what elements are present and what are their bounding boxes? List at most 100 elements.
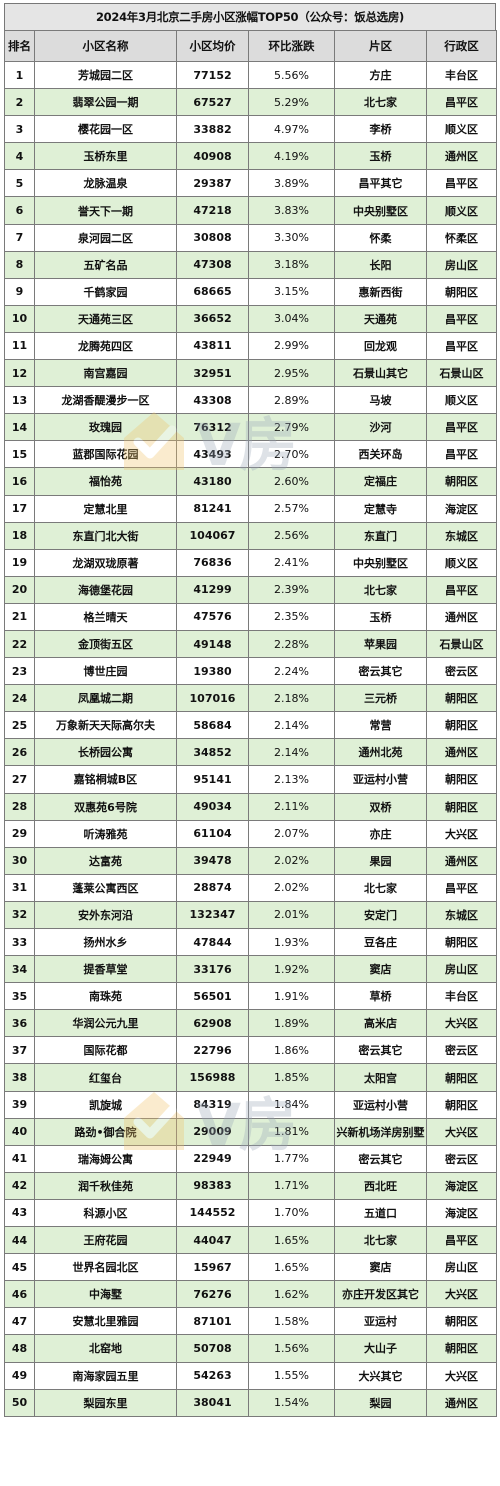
row-district: 顺义区 xyxy=(426,196,497,225)
row-district: 房山区 xyxy=(426,955,497,984)
row-name: 泉河园二区 xyxy=(34,223,177,252)
table-row: 6 誉天下一期 47218 3.83% 中央别墅区 顺义区 xyxy=(4,196,497,225)
row-area: 沙河 xyxy=(334,413,427,442)
row-change: 1.92% xyxy=(248,955,335,984)
row-name: 世界名园北区 xyxy=(34,1253,177,1282)
row-price: 61104 xyxy=(176,819,249,848)
row-area: 方庄 xyxy=(334,60,427,90)
row-rank: 46 xyxy=(4,1280,35,1309)
row-district: 密云区 xyxy=(426,657,497,686)
row-rank: 13 xyxy=(4,386,35,415)
row-name: 提香草堂 xyxy=(34,955,177,984)
row-rank: 48 xyxy=(4,1334,35,1363)
row-price: 77152 xyxy=(176,60,249,90)
row-area: 怀柔 xyxy=(334,223,427,252)
row-change: 1.89% xyxy=(248,1009,335,1038)
row-rank: 28 xyxy=(4,792,35,821)
row-area: 玉桥 xyxy=(334,142,427,171)
row-name: 安外东河沿 xyxy=(34,900,177,930)
row-price: 76276 xyxy=(176,1280,249,1309)
row-name: 中海墅 xyxy=(34,1280,177,1309)
row-name: 金顶街五区 xyxy=(34,629,177,659)
row-name: 海德堡花园 xyxy=(34,575,177,604)
row-district: 大兴区 xyxy=(426,1009,497,1038)
row-name: 龙湖双珑原著 xyxy=(34,548,177,577)
row-district: 朝阳区 xyxy=(426,1334,497,1363)
row-name: 润千秋佳苑 xyxy=(34,1171,177,1200)
row-district: 昌平区 xyxy=(426,1226,497,1255)
table-row: 36 华润公元九里 62908 1.89% 高米店 大兴区 xyxy=(4,1009,497,1038)
row-district: 通州区 xyxy=(426,142,497,171)
row-price: 81241 xyxy=(176,494,249,523)
row-rank: 27 xyxy=(4,765,35,794)
table-row: 19 龙湖双珑原著 76836 2.41% 中央别墅区 顺义区 xyxy=(4,548,497,577)
row-district: 昌平区 xyxy=(426,304,497,333)
row-name: 万象新天天际高尔夫 xyxy=(34,711,177,740)
row-district: 顺义区 xyxy=(426,548,497,577)
table-row: 4 玉桥东里 40908 4.19% 玉桥 通州区 xyxy=(4,142,497,171)
row-name: 天通苑三区 xyxy=(34,304,177,333)
row-price: 67527 xyxy=(176,88,249,117)
row-district: 昌平区 xyxy=(426,331,497,361)
row-price: 22949 xyxy=(176,1144,249,1173)
row-area: 玉桥 xyxy=(334,602,427,631)
row-rank: 49 xyxy=(4,1361,35,1390)
row-name: 瑞海姆公寓 xyxy=(34,1144,177,1173)
row-change: 2.01% xyxy=(248,900,335,930)
row-district: 房山区 xyxy=(426,250,497,279)
row-rank: 7 xyxy=(4,223,35,252)
row-change: 1.56% xyxy=(248,1334,335,1363)
row-district: 朝阳区 xyxy=(426,792,497,821)
row-area: 昌平其它 xyxy=(334,169,427,198)
row-name: 北窑地 xyxy=(34,1334,177,1363)
row-rank: 50 xyxy=(4,1388,35,1417)
row-district: 通州区 xyxy=(426,602,497,631)
row-district: 朝阳区 xyxy=(426,277,497,306)
row-change: 2.95% xyxy=(248,359,335,388)
table-row: 20 海德堡花园 41299 2.39% 北七家 昌平区 xyxy=(4,575,497,604)
row-name: 扬州水乡 xyxy=(34,927,177,957)
row-rank: 17 xyxy=(4,494,35,523)
row-name: 梨园东里 xyxy=(34,1388,177,1417)
row-rank: 11 xyxy=(4,331,35,361)
row-district: 昌平区 xyxy=(426,575,497,604)
row-rank: 23 xyxy=(4,657,35,686)
row-area: 苹果园 xyxy=(334,629,427,659)
table-row: 39 凯旋城 84319 1.84% 亚运村小营 朝阳区 xyxy=(4,1090,497,1119)
row-change: 2.89% xyxy=(248,386,335,415)
row-district: 朝阳区 xyxy=(426,467,497,496)
row-price: 47576 xyxy=(176,602,249,631)
row-name: 路劲•御合院 xyxy=(34,1117,177,1146)
row-rank: 43 xyxy=(4,1198,35,1228)
row-area: 定慧寺 xyxy=(334,494,427,523)
column-header-name: 小区名称 xyxy=(34,30,177,62)
row-area: 长阳 xyxy=(334,250,427,279)
row-name: 龙腾苑四区 xyxy=(34,331,177,361)
row-change: 1.91% xyxy=(248,982,335,1011)
table-row: 13 龙湖香醍漫步一区 43308 2.89% 马坡 顺义区 xyxy=(4,386,497,415)
row-name: 听涛雅苑 xyxy=(34,819,177,848)
header-row: 排名 小区名称 小区均价 环比涨跌 片区 行政区 xyxy=(4,30,497,62)
row-price: 43493 xyxy=(176,440,249,469)
column-header-price: 小区均价 xyxy=(176,30,249,62)
table-row: 22 金顶街五区 49148 2.28% 苹果园 石景山区 xyxy=(4,629,497,659)
table-row: 8 五矿名品 47308 3.18% 长阳 房山区 xyxy=(4,250,497,279)
row-name: 科源小区 xyxy=(34,1198,177,1228)
row-rank: 16 xyxy=(4,467,35,496)
row-name: 南珠苑 xyxy=(34,982,177,1011)
row-price: 36652 xyxy=(176,304,249,333)
row-change: 4.19% xyxy=(248,142,335,171)
row-district: 昌平区 xyxy=(426,413,497,442)
row-area: 大山子 xyxy=(334,1334,427,1363)
row-name: 翡翠公园一期 xyxy=(34,88,177,117)
row-change: 2.99% xyxy=(248,331,335,361)
table-row: 26 长桥园公寓 34852 2.14% 通州北苑 通州区 xyxy=(4,738,497,767)
row-district: 通州区 xyxy=(426,1388,497,1417)
row-district: 通州区 xyxy=(426,738,497,767)
row-area: 果园 xyxy=(334,846,427,875)
row-change: 2.24% xyxy=(248,657,335,686)
row-area: 亚运村 xyxy=(334,1307,427,1336)
row-price: 107016 xyxy=(176,684,249,713)
row-area: 草桥 xyxy=(334,982,427,1011)
row-price: 44047 xyxy=(176,1226,249,1255)
